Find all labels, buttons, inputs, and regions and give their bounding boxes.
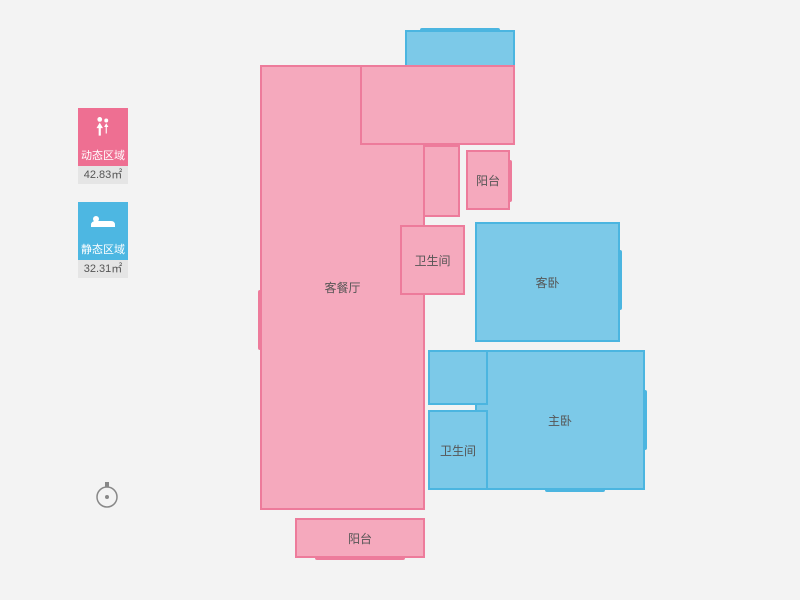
- window-marker: [420, 28, 500, 32]
- room-label: 阳台: [348, 530, 372, 547]
- room-label: 主卧: [548, 412, 572, 429]
- legend-dynamic: 动态区域 42.83㎡: [78, 108, 128, 184]
- legend-dynamic-title: 动态区域: [78, 146, 128, 166]
- window-marker: [643, 390, 647, 450]
- room-label: 阳台: [476, 172, 500, 189]
- room-balcony_small: 阳台: [466, 150, 510, 210]
- legend-static-title: 静态区域: [78, 240, 128, 260]
- legend-panel: 动态区域 42.83㎡ 静态区域 32.31㎡: [78, 108, 138, 296]
- compass-icon: [92, 480, 122, 510]
- room-guest_bed: 客卧: [475, 222, 620, 342]
- room-balcony_bottom: 阳台: [295, 518, 425, 558]
- window-marker: [508, 160, 512, 202]
- room-label: 卫生间: [440, 442, 476, 459]
- window-marker: [618, 250, 622, 310]
- legend-static-value: 32.31㎡: [78, 260, 128, 278]
- room-label: 卫生间: [414, 252, 450, 269]
- room-label: 客餐厅: [324, 279, 360, 296]
- sleep-icon: [78, 202, 128, 240]
- room-bath1: 卫生间: [400, 225, 465, 295]
- room-bath2: 卫生间: [428, 410, 488, 490]
- room-master_bed: 主卧: [475, 350, 645, 490]
- floor-plan: 卧室厨房阳台客餐厅卫生间客卧主卧卫生间阳台: [260, 30, 680, 585]
- window-marker: [258, 290, 262, 350]
- window-marker: [315, 556, 405, 560]
- window-marker: [545, 488, 605, 492]
- legend-dynamic-value: 42.83㎡: [78, 166, 128, 184]
- room-master_ext: [428, 350, 488, 405]
- legend-static: 静态区域 32.31㎡: [78, 202, 128, 278]
- room-living_ext: [360, 65, 515, 145]
- people-icon: [78, 108, 128, 146]
- room-label: 客卧: [535, 274, 559, 291]
